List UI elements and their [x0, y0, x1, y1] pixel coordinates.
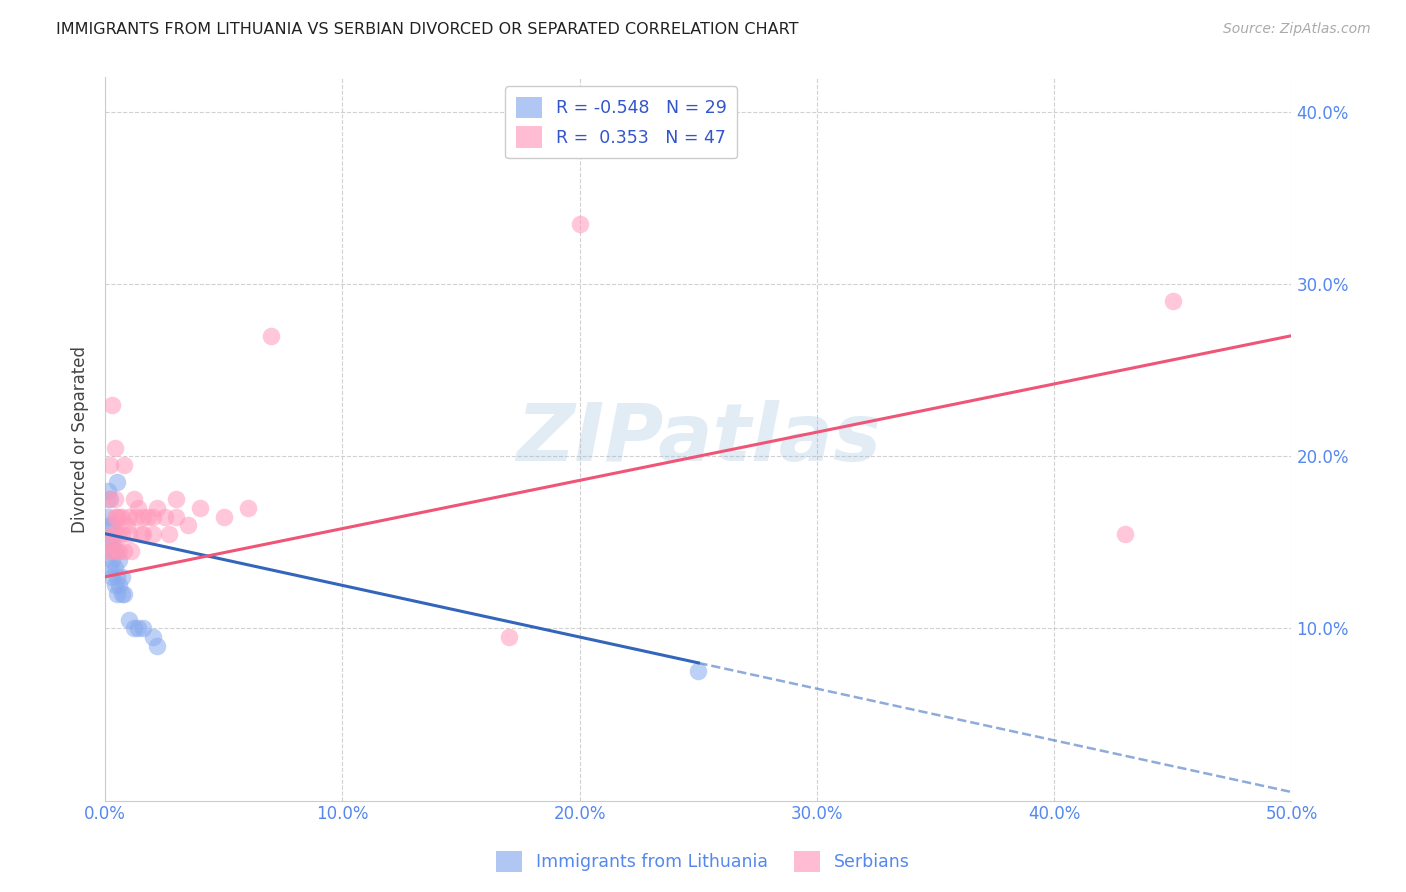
- Point: [132, 526, 155, 541]
- Point: [118, 509, 141, 524]
- Point: [101, 544, 124, 558]
- Point: [101, 552, 124, 566]
- Point: [111, 509, 134, 524]
- Point: [177, 518, 200, 533]
- Point: [105, 587, 128, 601]
- Point: [108, 526, 131, 541]
- Point: [108, 578, 131, 592]
- Point: [111, 570, 134, 584]
- Point: [105, 509, 128, 524]
- Text: IMMIGRANTS FROM LITHUANIA VS SERBIAN DIVORCED OR SEPARATED CORRELATION CHART: IMMIGRANTS FROM LITHUANIA VS SERBIAN DIV…: [56, 22, 799, 37]
- Point: [108, 509, 131, 524]
- Point: [104, 441, 127, 455]
- Point: [101, 526, 124, 541]
- Point: [146, 639, 169, 653]
- Point: [104, 526, 127, 541]
- Point: [122, 492, 145, 507]
- Point: [498, 630, 520, 644]
- Point: [118, 613, 141, 627]
- Point: [111, 587, 134, 601]
- Point: [112, 587, 135, 601]
- Point: [132, 622, 155, 636]
- Point: [97, 492, 120, 507]
- Point: [1161, 294, 1184, 309]
- Point: [688, 665, 710, 679]
- Point: [98, 561, 121, 575]
- Point: [101, 535, 124, 549]
- Point: [112, 544, 135, 558]
- Point: [212, 509, 235, 524]
- Point: [188, 500, 211, 515]
- Point: [165, 492, 187, 507]
- Point: [136, 509, 159, 524]
- Point: [157, 526, 180, 541]
- Point: [127, 622, 149, 636]
- Point: [142, 509, 165, 524]
- Point: [104, 561, 127, 575]
- Point: [111, 526, 134, 541]
- Point: [104, 544, 127, 558]
- Point: [108, 552, 131, 566]
- Point: [122, 622, 145, 636]
- Point: [112, 458, 135, 472]
- Point: [97, 535, 120, 549]
- Point: [104, 578, 127, 592]
- Point: [98, 544, 121, 558]
- Point: [101, 518, 124, 533]
- Point: [101, 398, 124, 412]
- Point: [1114, 526, 1136, 541]
- Point: [125, 509, 148, 524]
- Point: [153, 509, 176, 524]
- Text: ZIPatlas: ZIPatlas: [516, 400, 880, 478]
- Y-axis label: Divorced or Separated: Divorced or Separated: [72, 345, 89, 533]
- Point: [98, 518, 121, 533]
- Point: [97, 509, 120, 524]
- Point: [98, 535, 121, 549]
- Point: [98, 492, 121, 507]
- Text: Source: ZipAtlas.com: Source: ZipAtlas.com: [1223, 22, 1371, 37]
- Point: [120, 544, 142, 558]
- Point: [236, 500, 259, 515]
- Point: [104, 492, 127, 507]
- Point: [127, 500, 149, 515]
- Point: [146, 500, 169, 515]
- Point: [115, 518, 138, 533]
- Point: [97, 483, 120, 498]
- Point: [132, 509, 155, 524]
- Point: [104, 509, 127, 524]
- Legend: R = -0.548   N = 29, R =  0.353   N = 47: R = -0.548 N = 29, R = 0.353 N = 47: [505, 87, 737, 158]
- Point: [118, 526, 141, 541]
- Point: [98, 458, 121, 472]
- Point: [101, 570, 124, 584]
- Point: [568, 217, 591, 231]
- Point: [105, 570, 128, 584]
- Point: [105, 475, 128, 489]
- Point: [108, 544, 131, 558]
- Point: [129, 526, 152, 541]
- Point: [260, 328, 283, 343]
- Legend: Immigrants from Lithuania, Serbians: Immigrants from Lithuania, Serbians: [489, 844, 917, 879]
- Point: [105, 544, 128, 558]
- Point: [142, 630, 165, 644]
- Point: [97, 544, 120, 558]
- Point: [142, 526, 165, 541]
- Point: [165, 509, 187, 524]
